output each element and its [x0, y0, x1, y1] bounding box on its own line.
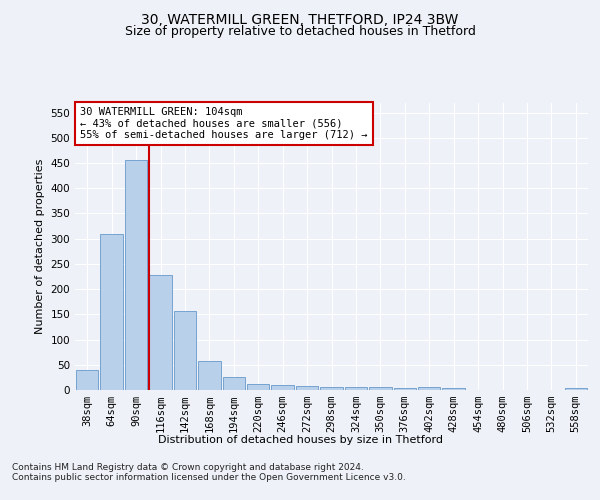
Y-axis label: Number of detached properties: Number of detached properties — [35, 158, 45, 334]
Bar — [369, 388, 392, 390]
Bar — [296, 386, 319, 390]
Text: 30, WATERMILL GREEN, THETFORD, IP24 3BW: 30, WATERMILL GREEN, THETFORD, IP24 3BW — [142, 12, 458, 26]
Bar — [100, 234, 123, 390]
Bar — [247, 384, 269, 390]
Bar — [198, 361, 221, 390]
Bar — [125, 160, 148, 390]
Bar — [565, 388, 587, 390]
Bar — [223, 378, 245, 390]
Bar — [320, 388, 343, 390]
Text: Size of property relative to detached houses in Thetford: Size of property relative to detached ho… — [125, 25, 475, 38]
Bar — [344, 388, 367, 390]
Bar — [442, 388, 465, 390]
Bar — [394, 388, 416, 390]
Bar — [149, 275, 172, 390]
Bar — [173, 311, 196, 390]
Bar — [76, 370, 98, 390]
Text: Contains HM Land Registry data © Crown copyright and database right 2024.
Contai: Contains HM Land Registry data © Crown c… — [12, 462, 406, 482]
Bar — [418, 388, 440, 390]
Text: Distribution of detached houses by size in Thetford: Distribution of detached houses by size … — [157, 435, 443, 445]
Text: 30 WATERMILL GREEN: 104sqm
← 43% of detached houses are smaller (556)
55% of sem: 30 WATERMILL GREEN: 104sqm ← 43% of deta… — [80, 107, 368, 140]
Bar — [271, 385, 294, 390]
